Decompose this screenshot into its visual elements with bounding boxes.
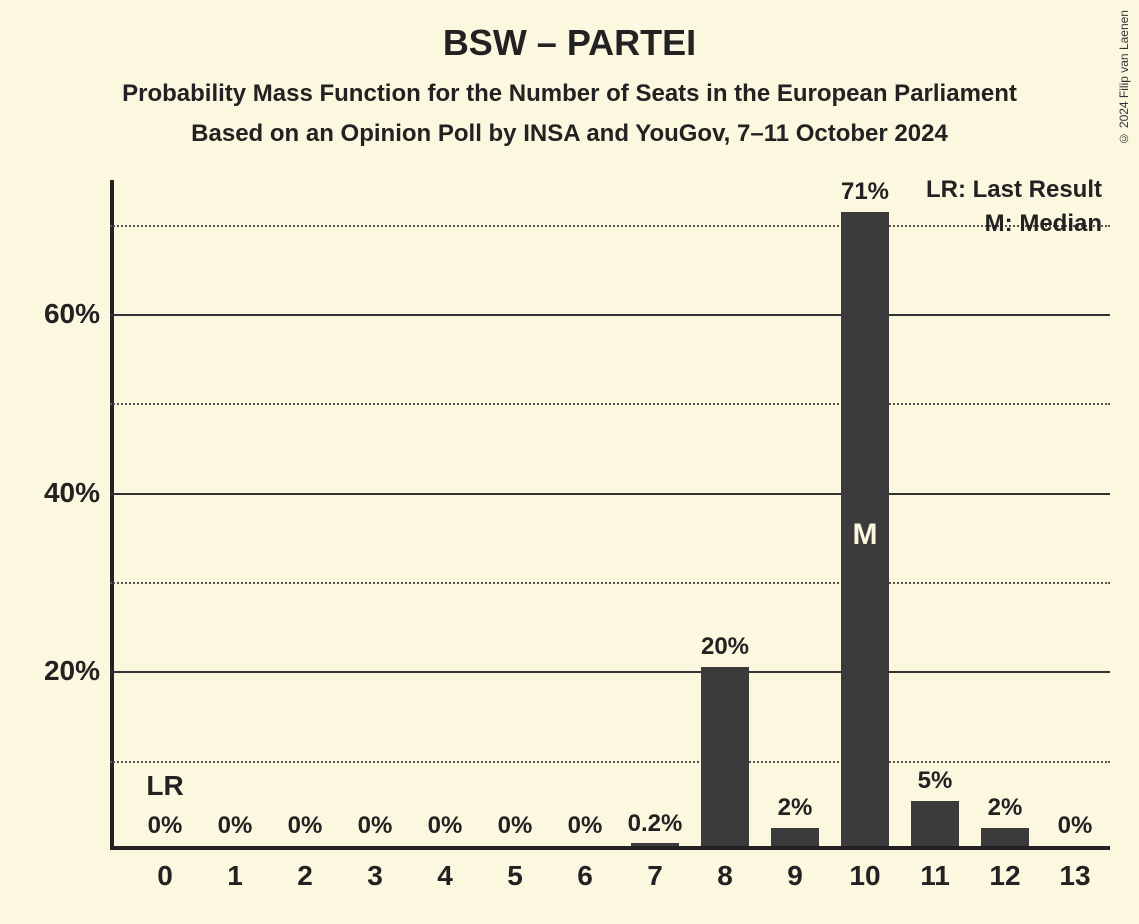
bar [981,828,1029,846]
bar-value-label: 5% [918,767,953,795]
bar [911,801,959,846]
y-axis-label: 60% [44,298,100,330]
x-axis-label: 5 [507,860,523,892]
x-axis-label: 0 [157,860,173,892]
y-axis-label: 40% [44,477,100,509]
last-result-marker: LR [146,770,183,802]
x-axis-label: 13 [1059,860,1090,892]
bar-value-label: 0% [288,812,323,840]
bar-value-label: 0% [428,812,463,840]
x-axis-label: 9 [787,860,803,892]
median-marker: M [853,518,878,552]
bar-value-label: 2% [988,794,1023,822]
grid-minor [110,403,1110,405]
bar-value-label: 71% [841,178,889,206]
x-axis-label: 3 [367,860,383,892]
legend-m: M: Median [985,210,1102,238]
bar [701,667,749,846]
chart-title-sub2: Based on an Opinion Poll by INSA and You… [0,120,1139,148]
x-axis-label: 12 [989,860,1020,892]
chart-title-sub1: Probability Mass Function for the Number… [0,80,1139,108]
bar-value-label: 0% [498,812,533,840]
grid-minor [110,761,1110,763]
bar-value-label: 2% [778,794,813,822]
copyright-text: © 2024 Filip van Laenen [1117,10,1131,145]
bar-value-label: 20% [701,633,749,661]
legend-lr: LR: Last Result [926,176,1102,204]
bar-value-label: 0% [358,812,393,840]
bar [631,843,679,846]
bar-value-label: 0.2% [628,810,683,838]
x-axis [110,846,1110,850]
x-axis-label: 1 [227,860,243,892]
grid-major [110,314,1110,316]
y-axis-label: 20% [44,655,100,687]
grid-minor [110,582,1110,584]
x-axis-label: 8 [717,860,733,892]
x-axis-label: 10 [849,860,880,892]
bar-value-label: 0% [1058,812,1093,840]
grid-major [110,671,1110,673]
plot-area: 20%40%60%0%0LR0%10%20%30%40%50%60.2%720%… [110,180,1110,850]
grid-minor [110,225,1110,227]
x-axis-label: 6 [577,860,593,892]
bar-value-label: 0% [568,812,603,840]
x-axis-label: 4 [437,860,453,892]
x-axis-label: 7 [647,860,663,892]
x-axis-label: 2 [297,860,313,892]
x-axis-label: 11 [920,860,950,892]
chart-title-main: BSW – PARTEI [0,22,1139,64]
bar-value-label: 0% [148,812,183,840]
grid-major [110,493,1110,495]
y-axis [110,180,114,850]
bar [771,828,819,846]
bar-value-label: 0% [218,812,253,840]
